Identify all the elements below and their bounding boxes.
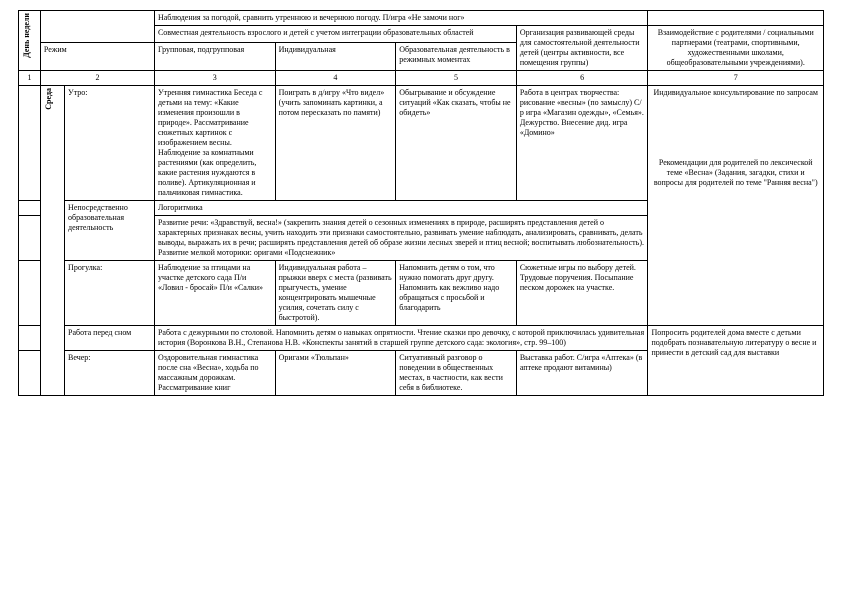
- day-label: День недели: [22, 13, 32, 58]
- col-4: 4: [275, 71, 396, 86]
- walk-label: Прогулка:: [65, 261, 155, 326]
- parents-header: Взаимодействие с родителями / социальным…: [648, 26, 824, 71]
- col-1: 1: [19, 71, 41, 86]
- evening-c4: Оригами «Тюльпан»: [275, 351, 396, 396]
- walk-c5: Напомнить детям о том, что нужно помогат…: [396, 261, 517, 326]
- parents-col-2: Попросить родителей дома вместе с детьми…: [648, 326, 824, 396]
- morning-c3: Утренняя гимнастика Беседа с детьми на т…: [154, 86, 275, 201]
- logor-label: Логоритмика: [154, 201, 647, 216]
- day-name-cell: Среда: [40, 86, 64, 396]
- before-sleep-label: Работа перед сном: [65, 326, 155, 351]
- env-header: Организация развивающей среды для самост…: [516, 26, 648, 71]
- direct-content: Развитие речи: «Здравствуй, весна!» (зак…: [154, 216, 647, 261]
- evening-c5: Ситуативный разговор о поведении в общес…: [396, 351, 517, 396]
- day-label-cell: День недели: [19, 11, 41, 71]
- consult-text: Индивидуальное консультирование по запро…: [651, 88, 820, 98]
- direct-label: Непосредственно образовательная деятельн…: [65, 201, 155, 261]
- col-2: 2: [40, 71, 154, 86]
- col-5: 5: [396, 71, 517, 86]
- speech-text: Развитие речи: «Здравствуй, весна!» (зак…: [158, 218, 644, 248]
- before-sleep-text: Работа с дежурными по столовой. Напомнит…: [154, 326, 647, 351]
- walk-c6: Сюжетные игры по выбору детей. Трудовые …: [516, 261, 648, 326]
- col-3: 3: [154, 71, 275, 86]
- parents-col-1: Индивидуальное консультирование по запро…: [648, 86, 824, 326]
- evening-c3: Оздоровительная гимнастика после сна «Ве…: [154, 351, 275, 396]
- edu-moments-header: Образовательная деятельность в режимных …: [396, 42, 517, 70]
- recom-text: Рекомендации для родителей по лексическо…: [651, 158, 820, 188]
- morning-label: Утро:: [65, 86, 155, 201]
- plan-table: День недели Наблюдения за погодой, сравн…: [18, 10, 824, 396]
- evening-label: Вечер:: [65, 351, 155, 396]
- mode-header: Режим: [40, 42, 154, 70]
- walk-c3: Наблюдение за птицами на участке детског…: [154, 261, 275, 326]
- walk-c4: Индивидуальная работа – прыжки вверх с м…: [275, 261, 396, 326]
- observation: Наблюдения за погодой, сравнить утреннюю…: [154, 11, 647, 26]
- joint-activity: Совместная деятельность взрослого и дете…: [154, 26, 516, 43]
- col-6: 6: [516, 71, 648, 86]
- morning-c5: Обыгрывание и обсуждение ситуаций «Как с…: [396, 86, 517, 201]
- individual-header: Индивидуальная: [275, 42, 396, 70]
- morning-c6: Работа в центрах творчества: рисование «…: [516, 86, 648, 201]
- day-name: Среда: [44, 88, 54, 110]
- home-text: Попросить родителей дома вместе с детьми…: [651, 328, 820, 358]
- morning-c4: Поиграть в д/игру «Что видел» (учить зап…: [275, 86, 396, 201]
- motor-text: Развитие мелкой моторики: оригами «Подсн…: [158, 248, 644, 258]
- evening-c6: Выставка работ. С/игра «Аптека» (в аптек…: [516, 351, 648, 396]
- col-7: 7: [648, 71, 824, 86]
- group-header: Групповая, подгрупповая: [154, 42, 275, 70]
